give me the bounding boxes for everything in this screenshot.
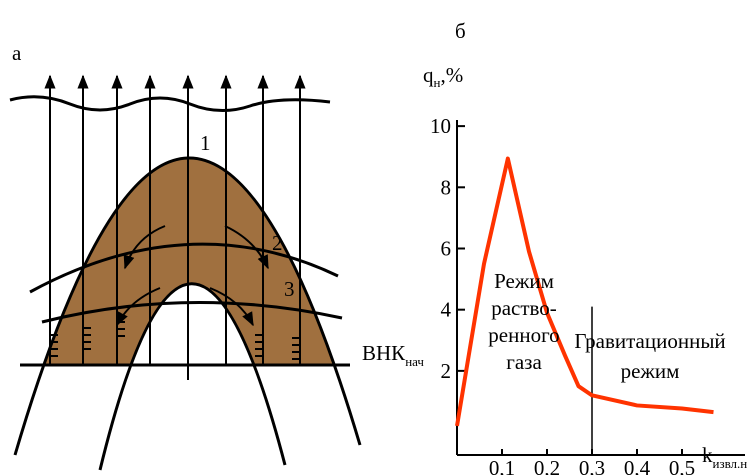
owc-label: ВНКнач bbox=[362, 341, 424, 369]
x-tick-label: 0,3 bbox=[579, 456, 605, 475]
panel-label: а bbox=[12, 41, 22, 65]
y-tick-label: 4 bbox=[441, 298, 452, 322]
chart-title: б bbox=[455, 19, 466, 43]
y-label-main: q bbox=[423, 63, 434, 87]
annotation: раство- bbox=[491, 296, 557, 320]
zone-label: 1 bbox=[200, 131, 211, 155]
annotation: Режим bbox=[494, 269, 554, 293]
y-tick-label: 6 bbox=[441, 236, 452, 260]
annotation: ренного bbox=[488, 323, 559, 347]
x-tick-label: 0,1 bbox=[489, 456, 515, 475]
x-axis-label: kизвл.н bbox=[702, 443, 747, 471]
annotation: Гравитационный bbox=[574, 329, 725, 353]
x-tick-label: 0,4 bbox=[624, 456, 651, 475]
y-tick-label: 10 bbox=[430, 114, 451, 138]
owc-main: ВНК bbox=[362, 341, 406, 365]
zone-label: 3 bbox=[284, 277, 295, 301]
x-tick-label: 0,5 bbox=[669, 456, 695, 475]
annotation: режим bbox=[621, 359, 680, 383]
y-tick-label: 2 bbox=[441, 359, 452, 383]
x-tick-label: 0,2 bbox=[534, 456, 560, 475]
y-axis-label: qн,% bbox=[423, 63, 463, 90]
owc-sub: нач bbox=[405, 354, 424, 369]
wavy-surface bbox=[10, 97, 330, 111]
y-label-sub: н bbox=[434, 75, 441, 90]
x-label-sub: извл.н bbox=[713, 456, 748, 471]
figure: а 1 2 3 ВНКнач б qн,% kизвл.н 2 4 6 8 10 0,1 0… bbox=[0, 0, 755, 475]
y-tick-label: 8 bbox=[441, 175, 452, 199]
y-label-suffix: ,% bbox=[440, 63, 463, 87]
annotation: газа bbox=[506, 350, 542, 374]
zone-label: 2 bbox=[272, 231, 283, 255]
reservoir-diagram bbox=[10, 76, 360, 470]
